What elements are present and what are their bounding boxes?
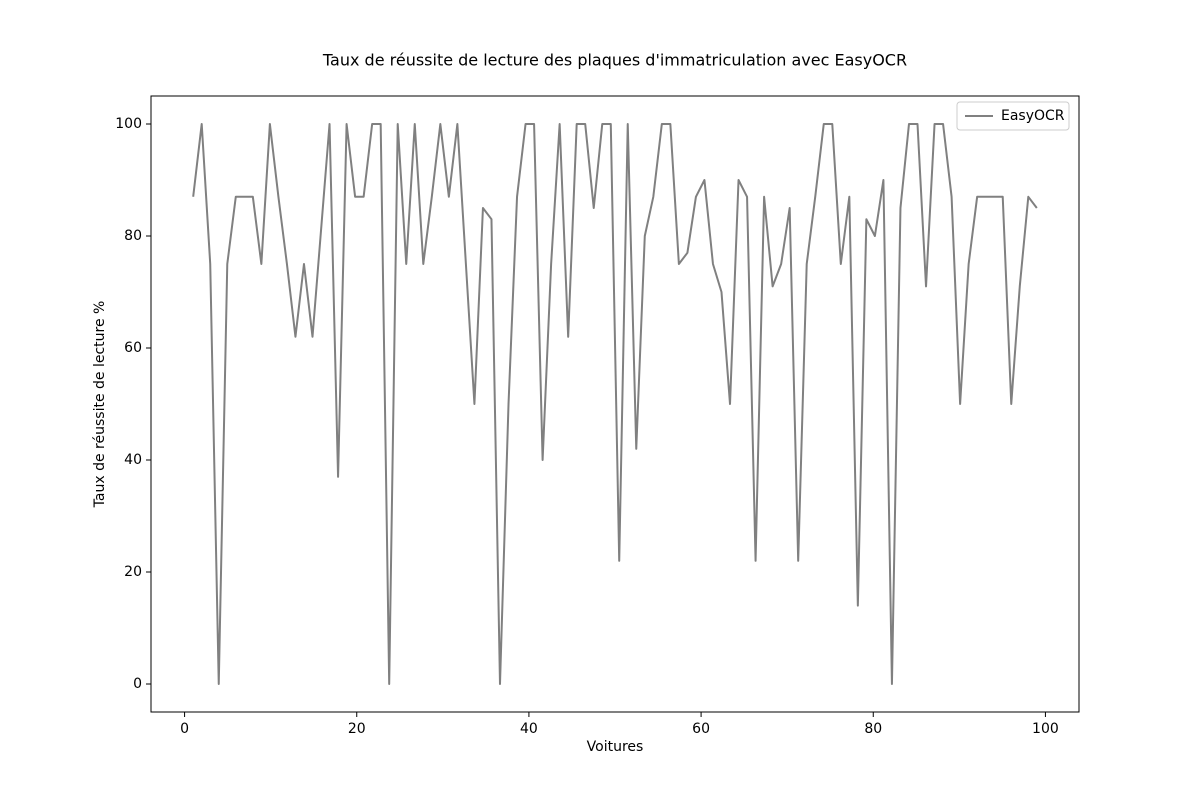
x-tick-label: 60 <box>692 721 710 737</box>
legend-label: EasyOCR <box>1001 108 1065 124</box>
plot-frame <box>150 95 1080 713</box>
chart-title: Taux de réussite de lecture des plaques … <box>322 51 907 70</box>
x-axis-label: Voitures <box>587 739 644 755</box>
y-tick-label: 100 <box>115 116 142 132</box>
y-tick-label: 40 <box>124 452 142 468</box>
y-tick-label: 80 <box>124 228 142 244</box>
x-tick-label: 80 <box>864 721 882 737</box>
data-line <box>192 123 1038 685</box>
y-tick-label: 20 <box>124 564 142 580</box>
y-tick-label: 0 <box>133 676 142 692</box>
y-tick-label: 60 <box>124 340 142 356</box>
x-tick-label: 20 <box>348 721 366 737</box>
x-tick-label: 100 <box>1032 721 1059 737</box>
x-tick-label: 0 <box>180 721 189 737</box>
x-tick-label: 40 <box>520 721 538 737</box>
y-axis-label: Taux de réussite de lecture % <box>92 301 108 509</box>
legend-box <box>956 101 1070 131</box>
